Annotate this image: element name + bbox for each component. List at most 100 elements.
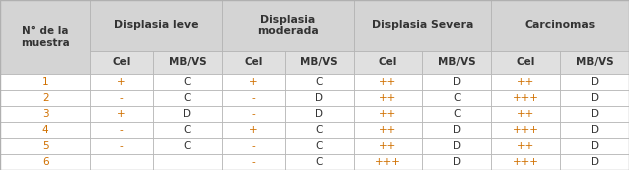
Text: C: C <box>315 125 323 135</box>
Text: C: C <box>184 125 191 135</box>
Bar <box>423 106 491 122</box>
Text: ++: ++ <box>379 141 397 151</box>
Bar <box>560 138 629 154</box>
Text: D: D <box>453 77 461 87</box>
Bar <box>153 106 222 122</box>
Bar <box>153 74 222 90</box>
Bar <box>285 138 353 154</box>
Bar <box>491 106 560 122</box>
Bar <box>153 138 222 154</box>
Text: 3: 3 <box>42 109 48 119</box>
Bar <box>285 74 353 90</box>
Bar <box>353 51 423 74</box>
Text: MB/VS: MB/VS <box>300 57 338 67</box>
Text: D: D <box>591 141 599 151</box>
Bar <box>353 154 423 170</box>
Bar <box>285 51 353 74</box>
Bar <box>222 106 285 122</box>
Bar <box>353 138 423 154</box>
Bar <box>423 90 491 106</box>
Text: 2: 2 <box>42 93 48 103</box>
Text: C: C <box>315 157 323 167</box>
Text: D: D <box>453 125 461 135</box>
Bar <box>91 0 222 51</box>
Text: 6: 6 <box>42 157 48 167</box>
Bar <box>353 122 423 138</box>
Bar <box>423 74 491 90</box>
Bar <box>560 106 629 122</box>
Text: D: D <box>453 141 461 151</box>
Text: +++: +++ <box>513 125 538 135</box>
Bar <box>285 122 353 138</box>
Text: ++: ++ <box>379 109 397 119</box>
Bar <box>285 154 353 170</box>
Text: ++: ++ <box>379 77 397 87</box>
Bar <box>423 122 491 138</box>
Bar <box>353 90 423 106</box>
Text: +: + <box>249 77 258 87</box>
Bar <box>0 138 91 154</box>
Bar <box>491 90 560 106</box>
Bar <box>0 90 91 106</box>
Bar <box>222 90 285 106</box>
Text: D: D <box>591 109 599 119</box>
Bar <box>491 0 629 51</box>
Bar <box>91 154 153 170</box>
Text: MB/VS: MB/VS <box>576 57 613 67</box>
Text: MB/VS: MB/VS <box>169 57 206 67</box>
Text: -: - <box>252 141 255 151</box>
Text: D: D <box>591 157 599 167</box>
Bar <box>222 51 285 74</box>
Text: Carcinomas: Carcinomas <box>525 21 596 30</box>
Text: D: D <box>315 109 323 119</box>
Text: ++: ++ <box>379 93 397 103</box>
Bar <box>0 154 91 170</box>
Text: Cel: Cel <box>244 57 262 67</box>
Text: D: D <box>591 77 599 87</box>
Bar <box>560 122 629 138</box>
Bar <box>353 106 423 122</box>
Bar <box>222 138 285 154</box>
Text: Displasia Severa: Displasia Severa <box>372 21 473 30</box>
Text: D: D <box>591 125 599 135</box>
Text: MB/VS: MB/VS <box>438 57 476 67</box>
Text: D: D <box>591 93 599 103</box>
Text: -: - <box>120 93 123 103</box>
Text: C: C <box>315 77 323 87</box>
Text: ++: ++ <box>517 141 534 151</box>
Bar <box>560 51 629 74</box>
Bar <box>491 74 560 90</box>
Text: +: + <box>118 109 126 119</box>
Bar <box>153 122 222 138</box>
Bar <box>91 138 153 154</box>
Bar <box>153 90 222 106</box>
Text: C: C <box>184 93 191 103</box>
Text: +++: +++ <box>513 93 538 103</box>
Text: 4: 4 <box>42 125 48 135</box>
Text: D: D <box>453 157 461 167</box>
Bar <box>222 122 285 138</box>
Text: -: - <box>120 141 123 151</box>
Bar <box>0 74 91 90</box>
Bar <box>0 122 91 138</box>
Bar <box>91 106 153 122</box>
Bar <box>285 90 353 106</box>
Text: Displasia leve: Displasia leve <box>114 21 198 30</box>
Text: ++: ++ <box>379 125 397 135</box>
Bar <box>353 74 423 90</box>
Bar <box>423 138 491 154</box>
Text: ++: ++ <box>517 77 534 87</box>
Bar <box>0 0 91 74</box>
Bar <box>222 154 285 170</box>
Text: ++: ++ <box>517 109 534 119</box>
Bar <box>153 51 222 74</box>
Bar <box>491 154 560 170</box>
Bar <box>153 154 222 170</box>
Bar <box>560 154 629 170</box>
Bar <box>423 51 491 74</box>
Text: +: + <box>118 77 126 87</box>
Bar <box>91 51 153 74</box>
Text: C: C <box>315 141 323 151</box>
Text: 5: 5 <box>42 141 48 151</box>
Text: -: - <box>120 125 123 135</box>
